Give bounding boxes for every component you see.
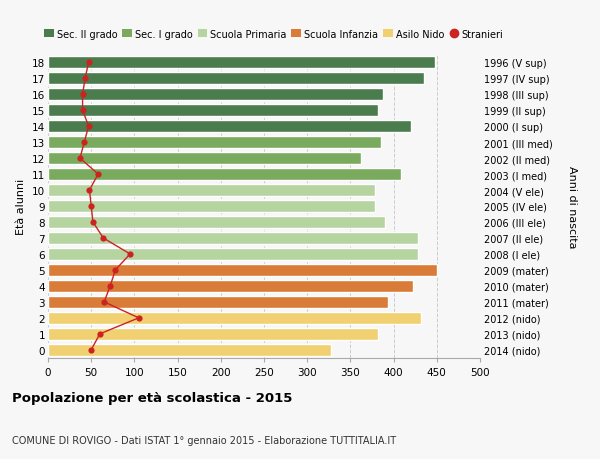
Bar [48,296,388,308]
Point [84,123,94,130]
Y-axis label: Età alunni: Età alunni [16,179,26,235]
Bar [48,248,418,261]
Point [95,330,104,338]
Point [86,347,96,354]
Bar [48,344,331,356]
Point [85,187,94,194]
Point [78,107,88,115]
Point [78,91,88,99]
Point [79,139,89,146]
Point [75,155,85,162]
Bar [48,137,380,149]
Bar [48,89,383,101]
Bar [48,185,374,197]
Bar [48,168,401,181]
Bar [48,216,385,229]
Point [125,251,135,258]
Y-axis label: Anni di nascita: Anni di nascita [567,165,577,248]
Bar [48,105,378,117]
Bar [48,264,437,276]
Point [88,219,98,226]
Bar [48,200,374,213]
Point [94,171,103,179]
Point [86,203,96,210]
Point [80,75,90,83]
Bar [48,328,378,340]
Point [98,235,108,242]
Bar [48,73,424,85]
Bar [48,232,418,245]
Text: COMUNE DI ROVIGO - Dati ISTAT 1° gennaio 2015 - Elaborazione TUTTITALIA.IT: COMUNE DI ROVIGO - Dati ISTAT 1° gennaio… [12,435,396,445]
Text: Popolazione per età scolastica - 2015: Popolazione per età scolastica - 2015 [12,391,292,404]
Bar [48,280,413,292]
Point [110,267,120,274]
Bar [48,121,411,133]
Bar [48,57,435,69]
Legend: Sec. II grado, Sec. I grado, Scuola Primaria, Scuola Infanzia, Asilo Nido, Stran: Sec. II grado, Sec. I grado, Scuola Prim… [44,30,503,39]
Point [134,314,143,322]
Point [84,59,94,67]
Point [106,283,115,290]
Bar [48,312,421,325]
Point [100,298,109,306]
Bar [48,152,361,165]
